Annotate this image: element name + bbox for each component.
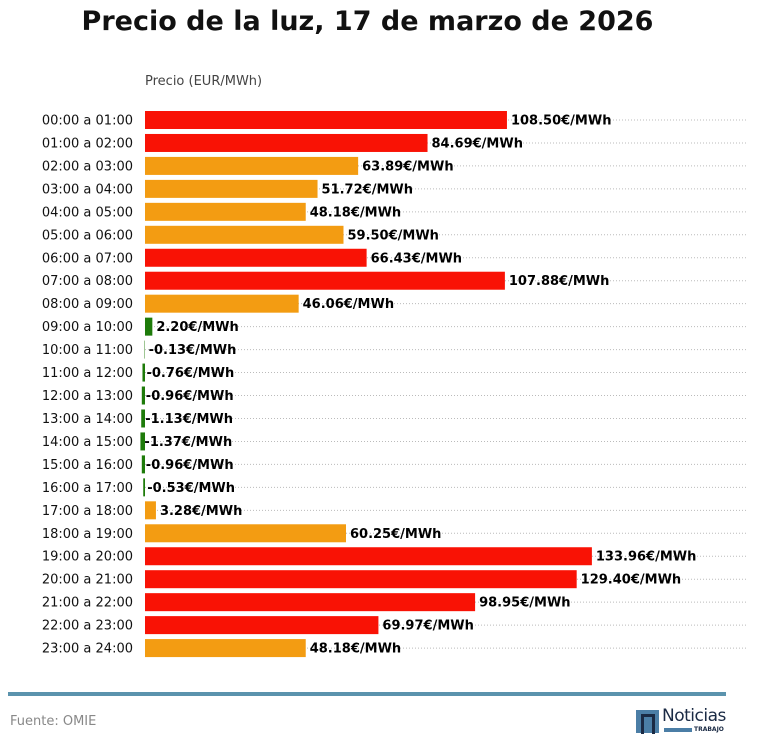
noticias-trabajo-logo: Noticias TRABAJO bbox=[636, 706, 728, 735]
value-label: 2.20€/MWh bbox=[156, 320, 238, 335]
category-label: 19:00 a 20:00 bbox=[42, 550, 133, 565]
bar bbox=[141, 386, 145, 405]
category-label: 11:00 a 12:00 bbox=[42, 366, 133, 381]
value-label: 46.06€/MWh bbox=[303, 297, 394, 312]
value-label: 69.97€/MWh bbox=[382, 619, 473, 634]
bar bbox=[145, 616, 379, 635]
value-label: 84.69€/MWh bbox=[432, 136, 523, 151]
category-label: 07:00 a 08:00 bbox=[42, 274, 133, 289]
value-label: -1.37€/MWh bbox=[144, 435, 232, 450]
bar bbox=[145, 639, 306, 658]
bar bbox=[145, 111, 507, 129]
bar bbox=[145, 501, 156, 520]
category-label: 04:00 a 05:00 bbox=[42, 205, 133, 220]
bar bbox=[145, 271, 505, 290]
category-label: 12:00 a 13:00 bbox=[42, 389, 133, 404]
category-label: 18:00 a 19:00 bbox=[42, 527, 133, 542]
value-label: -0.13€/MWh bbox=[149, 343, 237, 358]
chart-title: Precio de la luz, 17 de marzo de 2026 bbox=[81, 6, 654, 37]
value-label: 133.96€/MWh bbox=[596, 550, 697, 565]
category-label: 17:00 a 18:00 bbox=[42, 504, 133, 519]
bar bbox=[140, 432, 145, 451]
unit-label: Precio (EUR/MWh) bbox=[145, 74, 263, 89]
bar bbox=[145, 294, 299, 313]
bar bbox=[145, 133, 428, 152]
category-label: 13:00 a 14:00 bbox=[42, 412, 133, 427]
value-label: -0.76€/MWh bbox=[146, 366, 234, 381]
value-label: 51.72€/MWh bbox=[322, 182, 413, 197]
category-label: 21:00 a 22:00 bbox=[42, 596, 133, 611]
bar bbox=[145, 202, 306, 221]
category-label: 01:00 a 02:00 bbox=[42, 136, 133, 151]
value-label: 66.43€/MWh bbox=[371, 251, 462, 266]
category-label: 05:00 a 06:00 bbox=[42, 228, 133, 243]
category-label: 02:00 a 03:00 bbox=[42, 159, 133, 174]
category-label: 20:00 a 21:00 bbox=[42, 573, 133, 588]
bar bbox=[145, 547, 592, 566]
category-label: 22:00 a 23:00 bbox=[42, 619, 133, 634]
value-label: -1.13€/MWh bbox=[145, 412, 233, 427]
category-label: 00:00 a 01:00 bbox=[42, 114, 133, 129]
bar bbox=[145, 225, 344, 244]
bar bbox=[145, 317, 153, 336]
value-label: 48.18€/MWh bbox=[310, 205, 401, 220]
bar bbox=[145, 248, 367, 267]
bar bbox=[145, 156, 359, 175]
category-label: 14:00 a 15:00 bbox=[42, 435, 133, 450]
value-label: -0.96€/MWh bbox=[146, 458, 234, 473]
bar bbox=[141, 455, 145, 474]
category-label: 16:00 a 17:00 bbox=[42, 481, 133, 496]
value-label: -0.53€/MWh bbox=[147, 481, 235, 496]
category-label: 03:00 a 04:00 bbox=[42, 182, 133, 197]
source-text: Fuente: OMIE bbox=[10, 714, 97, 729]
category-label: 23:00 a 24:00 bbox=[42, 642, 133, 657]
value-label: 63.89€/MWh bbox=[362, 159, 453, 174]
value-label: 48.18€/MWh bbox=[310, 642, 401, 657]
value-label: -0.96€/MWh bbox=[146, 389, 234, 404]
bar bbox=[143, 478, 145, 497]
value-label: 129.40€/MWh bbox=[581, 573, 682, 588]
value-label: 107.88€/MWh bbox=[509, 274, 610, 289]
bar bbox=[145, 570, 577, 589]
value-label: 108.50€/MWh bbox=[511, 114, 612, 129]
bar bbox=[142, 363, 145, 382]
category-label: 06:00 a 07:00 bbox=[42, 251, 133, 266]
category-label: 15:00 a 16:00 bbox=[42, 458, 133, 473]
bar bbox=[145, 593, 476, 612]
bar bbox=[141, 409, 145, 428]
footer-divider bbox=[8, 692, 726, 696]
bar-chart: 00:00 a 01:00 108.50€/MWh 01:00 a 02:00 84.… bbox=[42, 111, 748, 658]
category-label: 09:00 a 10:00 bbox=[42, 320, 133, 335]
value-label: 3.28€/MWh bbox=[160, 504, 242, 519]
value-label: 60.25€/MWh bbox=[350, 527, 441, 542]
value-label: 98.95€/MWh bbox=[479, 596, 570, 611]
bar bbox=[145, 524, 346, 543]
bar bbox=[145, 179, 318, 198]
value-label: 59.50€/MWh bbox=[347, 228, 438, 243]
category-label: 10:00 a 11:00 bbox=[42, 343, 133, 358]
category-label: 08:00 a 09:00 bbox=[42, 297, 133, 312]
